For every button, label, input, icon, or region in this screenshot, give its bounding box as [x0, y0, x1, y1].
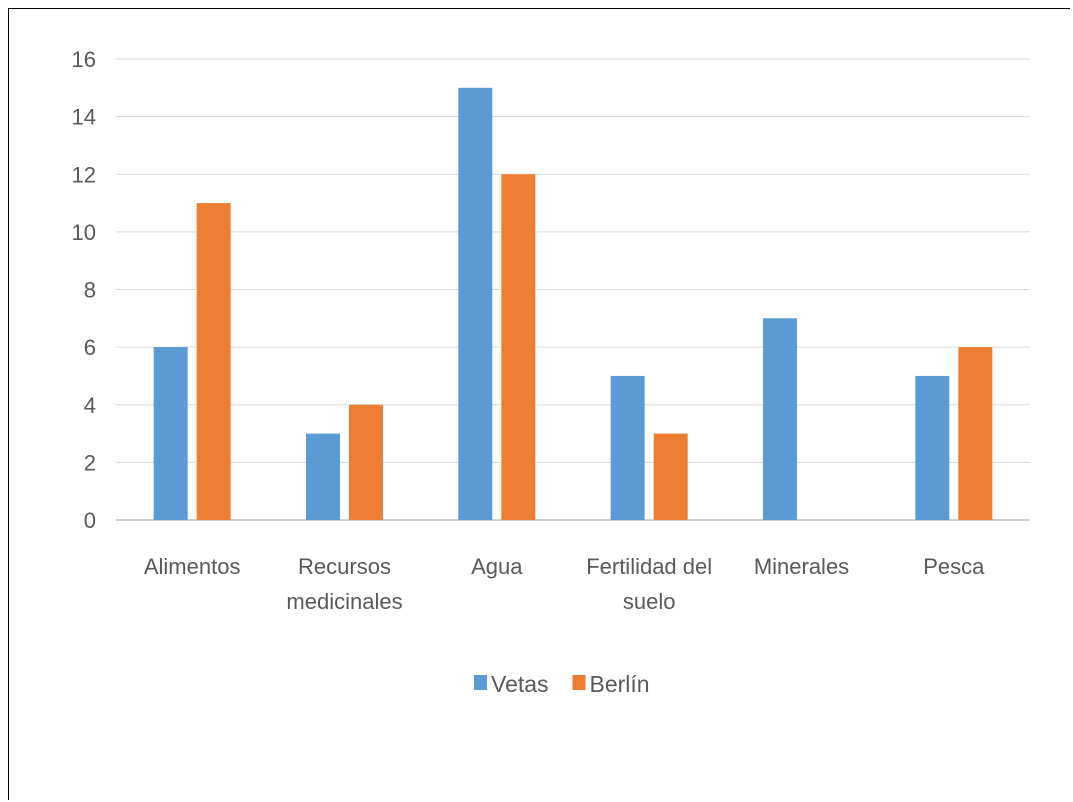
category-label: Pesca — [923, 554, 985, 579]
bars — [153, 87, 993, 520]
category-label: Recursos medicinales — [286, 554, 402, 614]
y-tick-label: 12 — [72, 162, 96, 187]
bar-berlín-3 — [653, 433, 688, 520]
bar-vetas-4 — [763, 318, 797, 520]
category-label-line: Pesca — [923, 554, 985, 579]
bar-berlín-0 — [196, 203, 231, 520]
y-tick-label: 4 — [84, 393, 96, 418]
category-label: Alimentos — [144, 554, 241, 579]
category-label: Agua — [471, 554, 523, 579]
y-axis-ticks: 0 2 4 6 8 10 12 14 16 — [72, 47, 96, 533]
y-tick-label: 8 — [84, 278, 96, 303]
category-label-line: Recursos — [298, 554, 391, 579]
category-label-line: Fertilidad del — [586, 554, 712, 579]
gridlines — [116, 58, 1030, 521]
category-label-line: Agua — [471, 554, 523, 579]
legend-label: Berlín — [590, 671, 650, 697]
bar-berlín-1 — [349, 404, 383, 520]
legend-swatch-berlín — [572, 675, 586, 690]
bar-vetas-0 — [153, 347, 188, 520]
category-label-line: suelo — [623, 589, 676, 614]
category-label-line: Alimentos — [144, 554, 241, 579]
category-label-line: Minerales — [754, 554, 849, 579]
category-labels: Alimentos Recursos medicinales Agua Fertilid… — [144, 554, 985, 614]
bar-vetas-5 — [915, 375, 950, 520]
category-label: Minerales — [754, 554, 849, 579]
bar-berlín-5 — [958, 347, 993, 520]
legend: Vetas Berlín — [474, 671, 650, 697]
y-tick-label: 2 — [84, 450, 96, 475]
y-tick-label: 10 — [72, 220, 96, 245]
bar-vetas-2 — [458, 87, 493, 520]
bar-vetas-1 — [306, 433, 340, 520]
legend-label: Vetas — [491, 671, 549, 697]
y-tick-label: 6 — [84, 335, 96, 360]
chart-frame — [8, 8, 1070, 800]
category-label-line: medicinales — [286, 589, 402, 614]
legend-swatch-vetas — [474, 675, 487, 690]
bar-vetas-3 — [610, 375, 645, 520]
y-tick-label: 14 — [72, 105, 96, 130]
y-tick-label: 16 — [72, 47, 96, 72]
y-tick-label: 0 — [84, 508, 96, 533]
bar-berlín-2 — [501, 174, 536, 520]
category-label: Fertilidad del suelo — [586, 554, 712, 614]
